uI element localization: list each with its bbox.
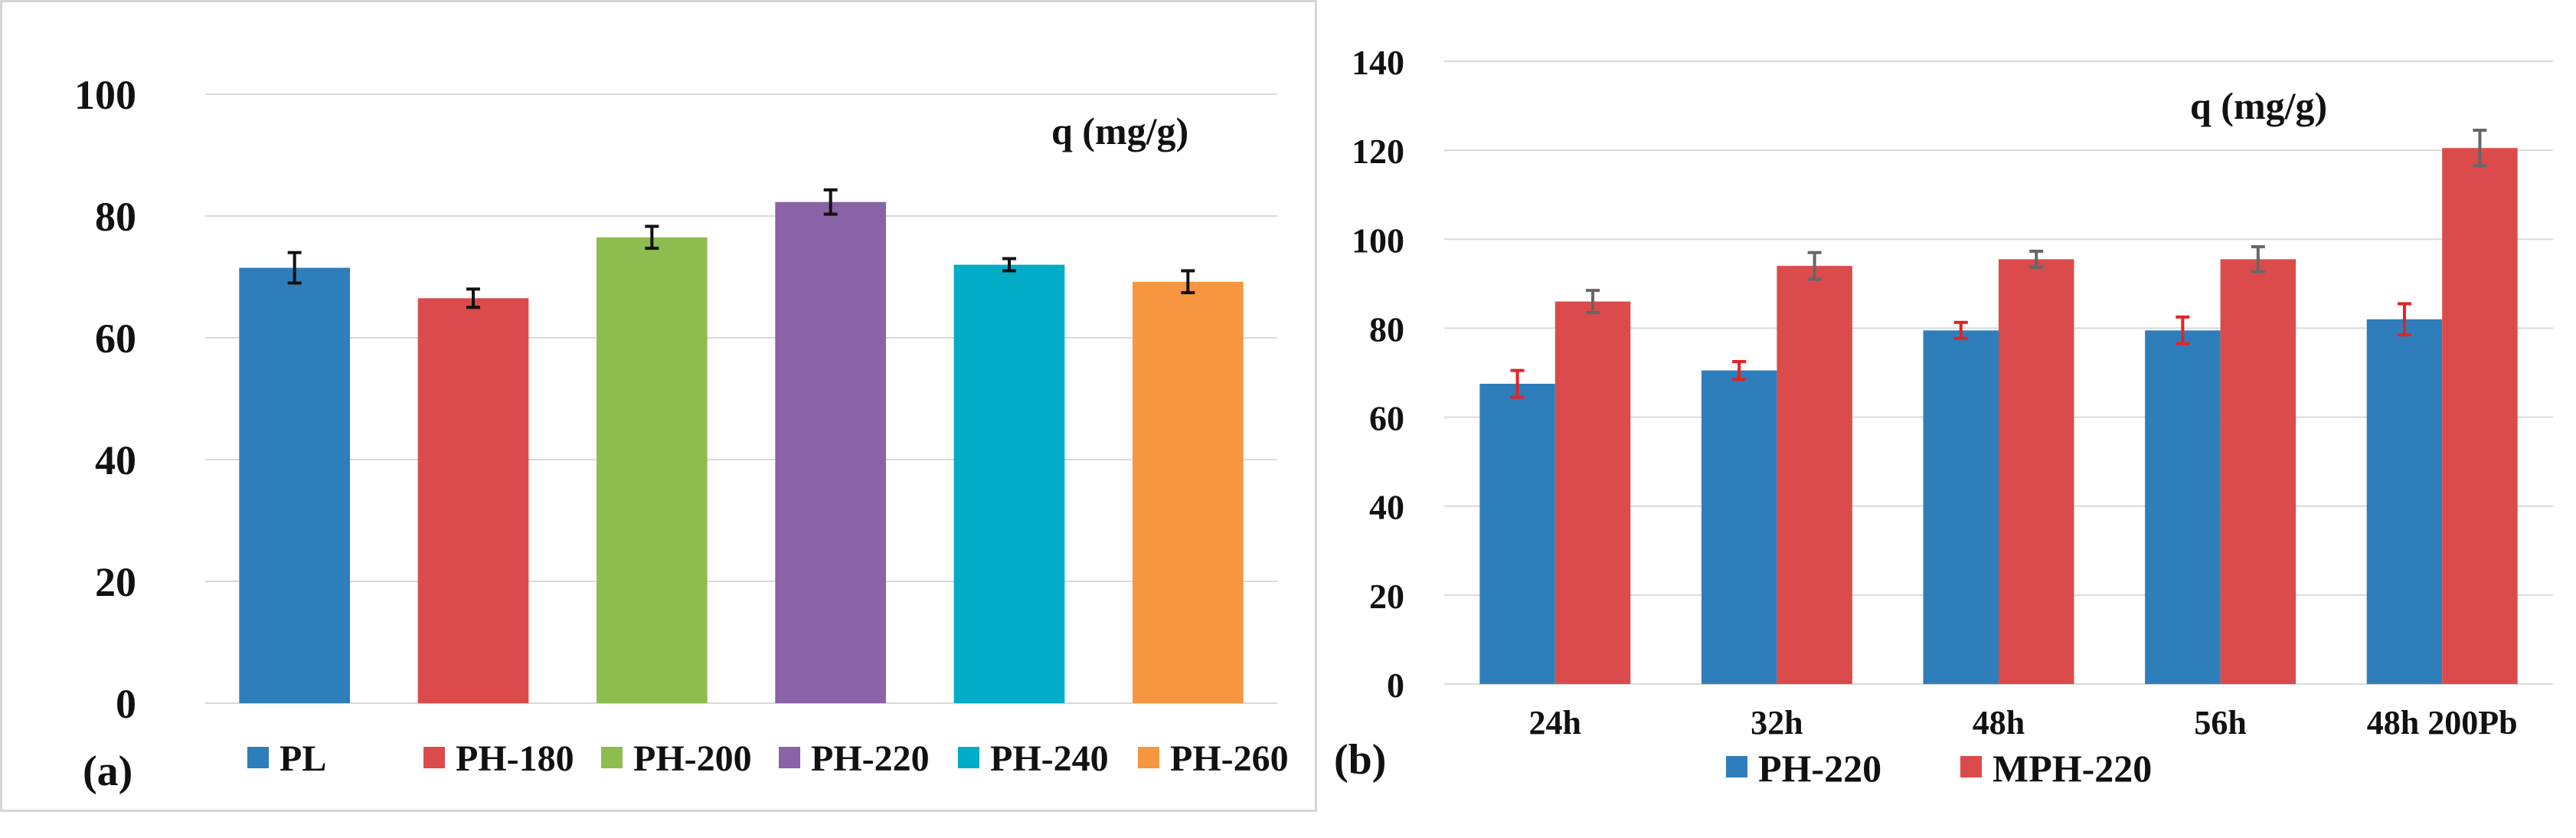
- chart-b-x-ticks: 24h 32h 48h 56h 48h 200Pb: [1529, 704, 2518, 741]
- chart-b-legend-label: MPH-220: [1992, 747, 2152, 790]
- chart-a-legend-label: PH-260: [1170, 738, 1289, 779]
- chart-a-y-tick-label: 60: [95, 316, 136, 362]
- chart-b-error-bars: [1510, 129, 2487, 399]
- chart-a-legend-swatch: [601, 747, 623, 768]
- chart-b-x-tick-label: 56h: [2194, 704, 2246, 741]
- chart-b-y-tick-label: 80: [1369, 309, 1404, 349]
- chart-b-y-tick-label: 40: [1369, 488, 1404, 527]
- chart-b-bar-mph-220: [2442, 148, 2518, 685]
- chart-a-legend-label: PH-200: [633, 738, 752, 779]
- chart-a-legend-label: PH-220: [811, 738, 930, 779]
- chart-a-legend-swatch: [958, 747, 979, 768]
- chart-b-y-tick-label: 20: [1369, 577, 1404, 616]
- chart-b-legend-label: PH-220: [1758, 747, 1881, 790]
- chart-panel-b: 0 20 40 60 80 100 120 140 24h 32h 48h 56h 48h 200Pb…: [1328, 0, 2576, 834]
- chart-b-x-tick-label: 48h: [1973, 704, 2025, 741]
- chart-b-bar-ph-220: [1923, 330, 1999, 684]
- chart-a-bar-ph-220: [775, 201, 886, 704]
- chart-a-legend: PL PH-180 PH-200 PH-220 PH-240 PH-260: [247, 738, 1289, 779]
- chart-b-bar-mph-220: [2220, 259, 2296, 684]
- chart-a-legend-swatch: [423, 747, 445, 768]
- chart-b-legend-swatch: [1960, 756, 1982, 777]
- chart-a-y-tick-label: 40: [95, 437, 136, 483]
- chart-b-svg: 0 20 40 60 80 100 120 140 24h 32h 48h 56h 48h 200Pb…: [1334, 43, 2553, 790]
- chart-a-panel-label: (a): [83, 748, 132, 795]
- chart-a-bar-ph-260: [1133, 281, 1244, 703]
- chart-a-title: q (mg/g): [1051, 110, 1188, 152]
- chart-b-bar-mph-220: [1777, 266, 1852, 685]
- chart-a-error-bars: [287, 188, 1195, 309]
- chart-a-bars: [239, 201, 1244, 704]
- chart-a-bar-ph-200: [597, 237, 708, 703]
- chart-b-bars: [1479, 148, 2518, 685]
- chart-a-legend-label: PH-240: [990, 738, 1109, 779]
- chart-b-bar-ph-220: [1701, 370, 1777, 684]
- chart-panel-a: 0 20 40 60 80 100 q (mg/g) (a) PL PH-180 PH-200…: [0, 0, 1317, 812]
- chart-a-legend-label: PH-180: [456, 738, 574, 779]
- chart-b-panel-label: (b): [1334, 736, 1386, 784]
- chart-b-bar-mph-220: [1999, 259, 2074, 684]
- chart-b-x-tick-label: 24h: [1529, 704, 1581, 741]
- chart-a-y-tick-label: 0: [116, 681, 136, 727]
- chart-a-legend-swatch: [779, 747, 800, 768]
- chart-a-legend-label: PL: [280, 738, 326, 779]
- chart-a-y-tick-label: 20: [95, 559, 136, 605]
- chart-b-legend-swatch: [1726, 756, 1747, 777]
- chart-a-y-tick-label: 80: [95, 194, 136, 240]
- chart-b-title: q (mg/g): [2190, 84, 2327, 127]
- chart-b-bar-mph-220: [1554, 301, 1631, 684]
- chart-b-y-ticks: 0 20 40 60 80 100 120 140: [1352, 43, 1404, 705]
- chart-b-y-tick-label: 0: [1387, 666, 1404, 705]
- chart-b-bar-ph-220: [1479, 384, 1555, 684]
- chart-a-svg: 0 20 40 60 80 100 q (mg/g) (a) PL PH-180 PH-200…: [74, 72, 1289, 795]
- chart-b-x-tick-label: 48h 200Pb: [2367, 704, 2518, 741]
- chart-b-legend: PH-220 MPH-220: [1726, 747, 2152, 790]
- chart-a-y-tick-label: 100: [74, 72, 136, 118]
- chart-a-bar-pl: [239, 267, 350, 703]
- chart-b-bar-ph-220: [2366, 319, 2443, 684]
- chart-a-bar-ph-180: [417, 298, 529, 703]
- chart-b-y-tick-label: 140: [1352, 43, 1404, 82]
- chart-b-y-tick-label: 120: [1352, 132, 1404, 171]
- chart-b-y-tick-label: 60: [1369, 399, 1404, 438]
- chart-b-y-tick-label: 100: [1352, 221, 1404, 260]
- chart-a-legend-swatch: [1138, 747, 1159, 768]
- chart-a-bar-ph-240: [953, 264, 1065, 704]
- chart-a-gridlines: [205, 93, 1277, 704]
- chart-a-legend-swatch: [247, 747, 269, 768]
- chart-a-y-ticks: 0 20 40 60 80 100: [74, 72, 136, 727]
- chart-b-bar-ph-220: [2145, 330, 2221, 684]
- chart-b-x-tick-label: 32h: [1751, 704, 1803, 741]
